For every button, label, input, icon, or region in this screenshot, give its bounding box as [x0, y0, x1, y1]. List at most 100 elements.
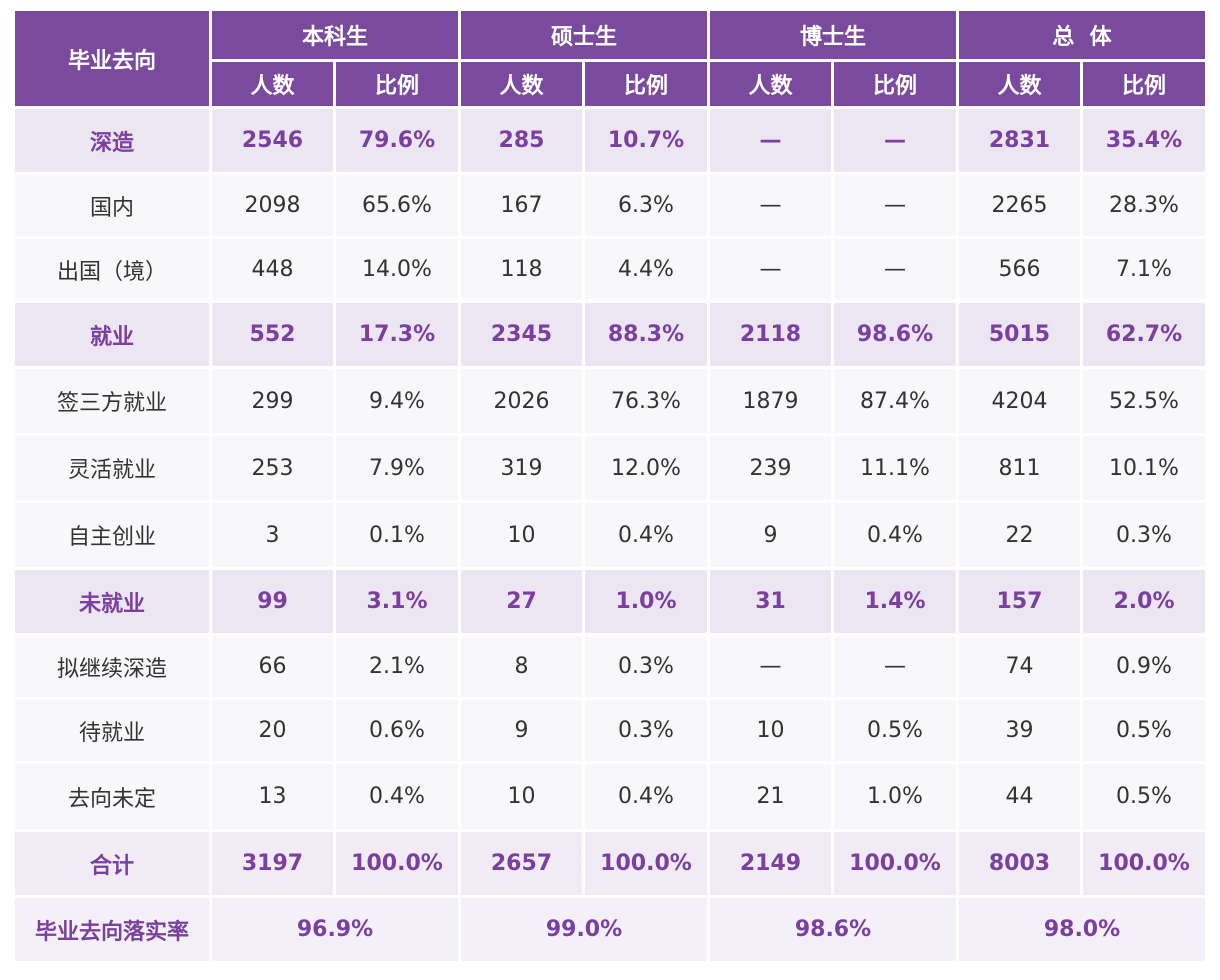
ratio-cell: 0.9% [1083, 636, 1205, 697]
group-header-master: 硕士生 [461, 11, 707, 59]
rate-value-overall: 98.0% [959, 898, 1205, 961]
row-label: 灵活就业 [15, 436, 209, 500]
count-cell: 10 [710, 700, 831, 761]
count-header: 人数 [212, 62, 333, 106]
ratio-cell: 9.4% [336, 369, 458, 433]
row-label: 待就业 [15, 700, 209, 761]
ratio-cell: 87.4% [834, 369, 956, 433]
row-label: 就业 [15, 303, 209, 366]
count-cell: 319 [461, 436, 582, 500]
ratio-cell: 4.4% [585, 239, 707, 300]
ratio-cell: — [834, 109, 956, 172]
count-cell: 157 [959, 570, 1080, 633]
ratio-cell: 0.3% [585, 636, 707, 697]
table-row: 自主创业 3 0.1% 10 0.4% 9 0.4% 22 0.3% [15, 503, 1205, 567]
count-cell: 27 [461, 570, 582, 633]
ratio-cell: 11.1% [834, 436, 956, 500]
rate-value-master: 99.0% [461, 898, 707, 961]
rate-value-undergrad: 96.9% [212, 898, 458, 961]
count-cell: 44 [959, 764, 1080, 829]
count-cell: 2098 [212, 175, 333, 236]
ratio-cell: 52.5% [1083, 369, 1205, 433]
count-cell: 8003 [959, 832, 1080, 895]
count-header: 人数 [461, 62, 582, 106]
count-cell: 448 [212, 239, 333, 300]
row-label: 未就业 [15, 570, 209, 633]
ratio-cell: 10.7% [585, 109, 707, 172]
ratio-cell: 10.1% [1083, 436, 1205, 500]
ratio-cell: 0.5% [1083, 764, 1205, 829]
ratio-cell: 1.4% [834, 570, 956, 633]
ratio-cell: 14.0% [336, 239, 458, 300]
count-cell: 2118 [710, 303, 831, 366]
count-cell: 5015 [959, 303, 1080, 366]
count-cell: 8 [461, 636, 582, 697]
count-cell: — [710, 175, 831, 236]
count-cell: 811 [959, 436, 1080, 500]
group-header-overall: 总 体 [959, 11, 1205, 59]
ratio-cell: 100.0% [336, 832, 458, 895]
employment-table: 毕业去向 本科生 硕士生 博士生 总 体 人数 比例 人数 比例 人数 比例 人… [12, 8, 1208, 964]
ratio-cell: 98.6% [834, 303, 956, 366]
group-header-undergrad: 本科生 [212, 11, 458, 59]
row-label: 自主创业 [15, 503, 209, 567]
category-row: 就业 552 17.3% 2345 88.3% 2118 98.6% 5015 62.7% [15, 303, 1205, 366]
count-header: 人数 [959, 62, 1080, 106]
total-row: 合计 3197 100.0% 2657 100.0% 2149 100.0% 8003 100.… [15, 832, 1205, 895]
table-row: 去向未定 13 0.4% 10 0.4% 21 1.0% 44 0.5% [15, 764, 1205, 829]
ratio-header: 比例 [834, 62, 956, 106]
ratio-cell: — [834, 636, 956, 697]
table-row: 出国（境） 448 14.0% 118 4.4% — —566 7.1% [15, 239, 1205, 300]
ratio-cell: 35.4% [1083, 109, 1205, 172]
count-cell: 39 [959, 700, 1080, 761]
ratio-cell: — [834, 239, 956, 300]
ratio-cell: 0.4% [336, 764, 458, 829]
count-cell: 299 [212, 369, 333, 433]
ratio-header: 比例 [336, 62, 458, 106]
count-cell: 4204 [959, 369, 1080, 433]
group-header-doctor: 博士生 [710, 11, 956, 59]
count-cell: 31 [710, 570, 831, 633]
row-label: 出国（境） [15, 239, 209, 300]
table-row: 签三方就业 299 9.4% 2026 76.3% 1879 87.4% 4204 52.5% [15, 369, 1205, 433]
ratio-cell: 0.1% [336, 503, 458, 567]
count-cell: 2546 [212, 109, 333, 172]
row-label: 去向未定 [15, 764, 209, 829]
row-label: 国内 [15, 175, 209, 236]
count-cell: 2026 [461, 369, 582, 433]
rate-value-doctor: 98.6% [710, 898, 956, 961]
count-cell: 167 [461, 175, 582, 236]
count-cell: 2831 [959, 109, 1080, 172]
ratio-cell: 100.0% [1083, 832, 1205, 895]
count-cell: 21 [710, 764, 831, 829]
count-cell: 2345 [461, 303, 582, 366]
category-row: 深造 2546 79.6% 285 10.7% — —2831 35.4% [15, 109, 1205, 172]
ratio-cell: 65.6% [336, 175, 458, 236]
count-cell: 552 [212, 303, 333, 366]
count-cell: 118 [461, 239, 582, 300]
row-label: 拟继续深造 [15, 636, 209, 697]
ratio-cell: 7.1% [1083, 239, 1205, 300]
rate-label: 毕业去向落实率 [15, 898, 209, 961]
table-body: 深造 2546 79.6% 285 10.7% — —2831 35.4% 国内 2098 65.6… [15, 109, 1205, 895]
count-cell: 285 [461, 109, 582, 172]
ratio-cell: 79.6% [336, 109, 458, 172]
table-row: 待就业 20 0.6% 9 0.3% 10 0.5% 39 0.5% [15, 700, 1205, 761]
count-header: 人数 [710, 62, 831, 106]
count-cell: 3 [212, 503, 333, 567]
count-cell: — [710, 636, 831, 697]
ratio-cell: 100.0% [834, 832, 956, 895]
ratio-cell: 0.4% [585, 764, 707, 829]
table-row: 国内 2098 65.6% 167 6.3% — —2265 28.3% [15, 175, 1205, 236]
ratio-cell: 88.3% [585, 303, 707, 366]
count-cell: — [710, 239, 831, 300]
ratio-cell: 2.0% [1083, 570, 1205, 633]
table-row: 灵活就业 253 7.9% 319 12.0% 239 11.1% 811 10.1% [15, 436, 1205, 500]
ratio-cell: 12.0% [585, 436, 707, 500]
count-cell: 9 [710, 503, 831, 567]
count-cell: 253 [212, 436, 333, 500]
ratio-cell: 0.5% [834, 700, 956, 761]
count-cell: 20 [212, 700, 333, 761]
count-cell: 2265 [959, 175, 1080, 236]
count-cell: 1879 [710, 369, 831, 433]
